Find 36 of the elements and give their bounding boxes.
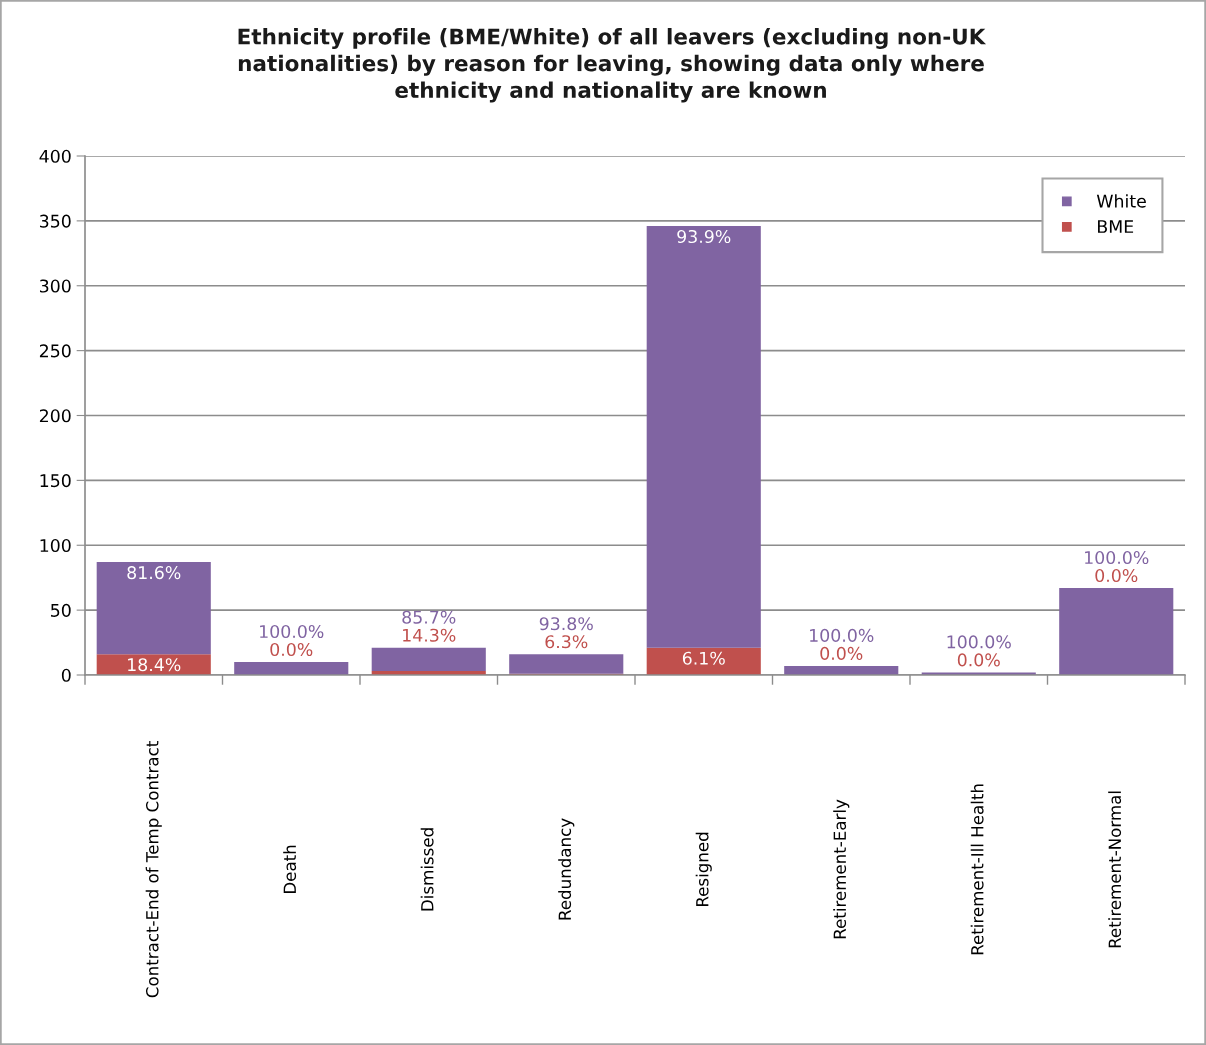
legend-label: White: [1096, 194, 1146, 208]
y-tick-label: 50: [51, 603, 71, 617]
y-tick-label: 200: [39, 409, 71, 423]
y-tick-label: 300: [39, 279, 71, 293]
x-tick-label: Resigned: [695, 832, 712, 906]
y-tick-label: 100: [40, 538, 71, 553]
annotation: 6.3%: [545, 635, 588, 649]
x-tick-label: Retirement-Normal: [1108, 791, 1122, 948]
annotation: 14.3%: [403, 628, 456, 642]
y-tick-label: 0: [61, 668, 71, 682]
annotation: 0.0%: [957, 653, 1000, 667]
x-tick-label: Death: [283, 845, 297, 894]
annotation: 100.0%: [947, 635, 1011, 649]
annotation: 100.0%: [1085, 550, 1149, 565]
x-tick-label: Retirement-Ill Health: [970, 784, 984, 955]
chart-title: Ethnicity profile (BME/White) of all leavers (excluding non-UK nationalities) by reason for leaving, showing data only where ethnicity and nationality are known: [238, 28, 987, 103]
annotation: 100.0%: [260, 624, 324, 639]
annotation: 85.7%: [402, 610, 456, 624]
annotation: 81.6%: [127, 566, 181, 580]
x-tick-label: Retirement-Early: [833, 799, 850, 939]
annotation: 0.0%: [270, 642, 313, 657]
x-tick-label: Contract-End of Temp Contract: [145, 741, 162, 998]
y-tick-label: 400: [39, 149, 71, 163]
annotation: 93.9%: [677, 229, 731, 244]
y-tick-label: 350: [39, 214, 71, 228]
annotation: 0.0%: [820, 646, 863, 660]
legend-label: BME: [1098, 220, 1134, 233]
x-tick-label: Redundancy: [558, 818, 575, 920]
annotation: 18.4%: [128, 658, 181, 672]
annotation: 100.0%: [810, 628, 874, 642]
x-tick-label: Dismissed: [420, 828, 434, 911]
annotation: 93.8%: [539, 617, 593, 631]
y-tick-label: 250: [39, 344, 71, 358]
y-tick-label: 150: [40, 474, 71, 488]
annotation: 6.1%: [682, 651, 725, 665]
annotation: 0.0%: [1095, 568, 1138, 583]
